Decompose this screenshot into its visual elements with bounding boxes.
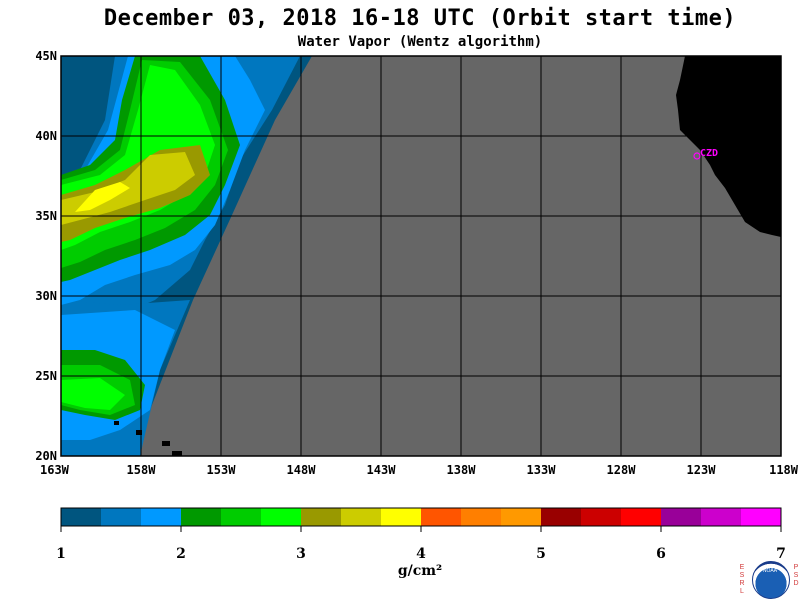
colorbar-swatch: [661, 508, 702, 526]
colorbar-swatch: [181, 508, 222, 526]
latitude-label: 25N: [35, 369, 57, 383]
colorbar-swatch: [261, 508, 302, 526]
colorbar-tick-label: 2: [176, 546, 186, 562]
colorbar-swatch: [381, 508, 422, 526]
colorbar-swatch: [141, 508, 182, 526]
colorbar-units: g/cm²: [397, 563, 443, 579]
map-frame: [60, 55, 782, 457]
colorbar-swatch: [621, 508, 662, 526]
colorbar-tick-label: 4: [416, 546, 426, 562]
colorbar-tick-label: 6: [656, 546, 666, 562]
colorbar-swatch: [421, 508, 462, 526]
hawaii-island-big-island: [172, 451, 182, 456]
vapor-band-yellow: [75, 182, 130, 212]
longitude-labels: 163W 158W 153W 148W 143W 138W 133W 128W 123W 118W: [40, 463, 799, 477]
colorbar: [61, 508, 782, 526]
map-area: [61, 56, 781, 456]
colorbar-swatch: [61, 508, 102, 526]
map-grid: [61, 56, 781, 456]
colorbar-swatch: [461, 508, 502, 526]
colorbar-tick-label: 1: [56, 546, 66, 562]
page-subtitle: Water Vapor (Wentz algorithm): [297, 34, 543, 50]
hawaii-island-kauai: [114, 421, 119, 425]
colorbar-swatch: [341, 508, 382, 526]
hawaii-island-oahu: [136, 430, 142, 435]
longitude-label: 118W: [769, 463, 799, 477]
colorbar-swatch: [741, 508, 782, 526]
longitude-label: 163W: [40, 463, 70, 477]
colorbar-tick-label: 5: [536, 546, 546, 562]
latitude-label: 35N: [35, 209, 57, 223]
page-title: December 03, 2018 16-18 UTC (Orbit start…: [103, 6, 737, 31]
vapor-band-bright-green-south: [61, 378, 125, 410]
noaa-emblem-text: NOAA: [762, 568, 778, 574]
hawaii-island-maui: [162, 441, 170, 446]
latitude-label: 20N: [35, 449, 57, 463]
noaa-emblem-icon: [752, 561, 790, 599]
longitude-label: 143W: [367, 463, 397, 477]
colorbar-swatch: [221, 508, 262, 526]
colorbar-tick-label: 3: [296, 546, 306, 562]
longitude-label: 153W: [207, 463, 237, 477]
longitude-label: 138W: [447, 463, 477, 477]
colorbar-swatch: [101, 508, 142, 526]
longitude-label: 123W: [687, 463, 717, 477]
land-west-coast: [676, 56, 781, 237]
latitude-label: 40N: [35, 129, 57, 143]
longitude-label: 158W: [127, 463, 157, 477]
colorbar-swatch: [701, 508, 742, 526]
station-label: CZD: [700, 148, 718, 159]
station-marker: [693, 152, 701, 160]
latitude-labels: 45N 40N 35N 30N 25N 20N: [35, 49, 57, 463]
colorbar-swatch: [581, 508, 622, 526]
longitude-label: 148W: [287, 463, 317, 477]
latitude-label: 30N: [35, 289, 57, 303]
colorbar-swatch: [501, 508, 542, 526]
colorbar-tick-label: 7: [776, 546, 786, 562]
colorbar-swatch: [541, 508, 582, 526]
colorbar-ticks: 1 2 3 4 5 6 7: [56, 526, 786, 562]
colorbar-swatch: [301, 508, 342, 526]
longitude-label: 128W: [607, 463, 637, 477]
latitude-label: 45N: [35, 49, 57, 63]
longitude-label: 133W: [527, 463, 557, 477]
